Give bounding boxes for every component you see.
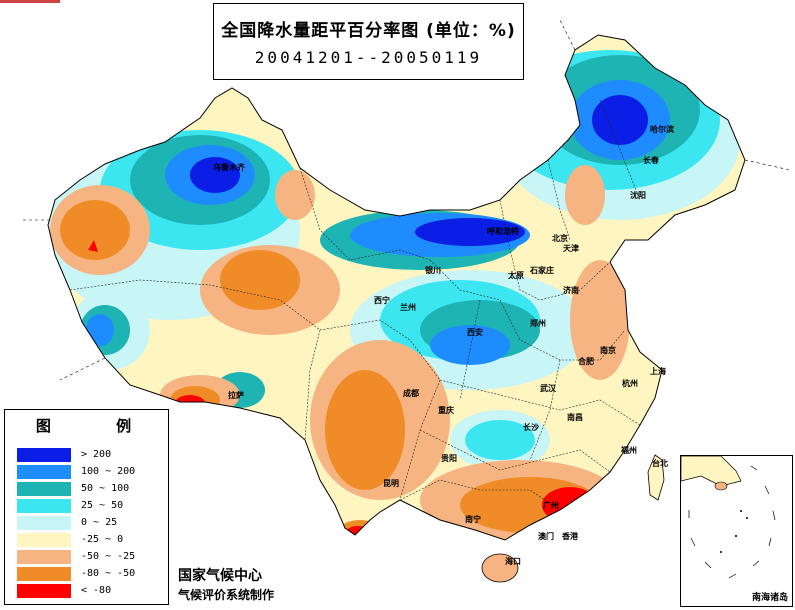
city-label: 重庆 <box>438 406 454 415</box>
legend-row: 25 ~ 50 <box>17 499 167 513</box>
city-label: 乌鲁木齐 <box>213 163 245 172</box>
legend-title: 图 例 <box>35 417 162 435</box>
legend-range-label: > 200 <box>81 449 112 460</box>
legend-row: -50 ~ -25 <box>17 550 167 564</box>
legend-range-label: 50 ~ 100 <box>81 483 130 494</box>
city-label: 贵阳 <box>441 454 457 463</box>
legend-range-label: < -80 <box>81 585 112 596</box>
credit-system: 气候评价系统制作 <box>178 588 275 602</box>
city-label: 沈阳 <box>630 191 646 200</box>
city-label: 西宁 <box>374 296 390 305</box>
city-label: 海口 <box>505 557 521 566</box>
city-label: 天津 <box>563 244 579 253</box>
legend-swatch <box>17 482 71 496</box>
city-label: 澳门 <box>538 532 554 541</box>
map-title: 全国降水量距平百分率图 (单位：%) <box>221 21 516 41</box>
date-range: 20041201--20050119 <box>254 48 483 67</box>
corner-mark <box>0 0 60 3</box>
city-label: 银川 <box>425 266 441 275</box>
legend-range-label: -80 ~ -50 <box>81 568 136 579</box>
city-label: 济南 <box>563 286 579 295</box>
legend-swatch <box>17 516 71 530</box>
inset-map <box>680 455 776 579</box>
title-box: 全国降水量距平百分率图 (单位：%) 20041201--20050119 <box>213 3 524 80</box>
city-label: 哈尔滨 <box>650 125 674 134</box>
city-label: 南宁 <box>465 515 481 524</box>
legend-range-label: 0 ~ 25 <box>81 517 118 528</box>
city-label: 石家庄 <box>530 266 554 275</box>
legend-row: -25 ~ 0 <box>17 533 167 547</box>
legend-range-label: -50 ~ -25 <box>81 551 136 562</box>
city-label: 福州 <box>621 446 637 455</box>
city-label: 杭州 <box>622 379 638 388</box>
south-china-sea-inset: 南海诸岛 <box>680 455 793 607</box>
legend-range-label: 25 ~ 50 <box>81 500 124 511</box>
city-label: 长沙 <box>523 423 539 432</box>
legend-swatch <box>17 567 71 581</box>
city-label: 南昌 <box>567 413 583 422</box>
legend-row: -80 ~ -50 <box>17 567 167 581</box>
legend: 图 例 > 200 100 ~ 200 50 ~ 100 25 ~ 50 0 ~ 25 -… <box>4 409 169 605</box>
city-label: 兰州 <box>400 303 416 312</box>
city-label: 西安 <box>467 328 483 337</box>
city-label: 太原 <box>508 271 524 280</box>
city-label: 香港 <box>562 532 578 541</box>
city-label: 南京 <box>600 346 616 355</box>
city-label: 北京 <box>552 234 568 243</box>
legend-row: < -80 <box>17 584 167 598</box>
city-label: 郑州 <box>530 319 546 328</box>
legend-range-label: -25 ~ 0 <box>81 534 124 545</box>
legend-swatch <box>17 499 71 513</box>
legend-swatch <box>17 550 71 564</box>
legend-swatch <box>17 584 71 598</box>
inset-label: 南海诸岛 <box>751 593 788 603</box>
legend-swatch <box>17 465 71 479</box>
city-label: 上海 <box>650 367 666 376</box>
city-label: 台北 <box>652 459 668 468</box>
credit-org: 国家气候中心 <box>178 568 262 584</box>
city-label: 拉萨 <box>228 391 244 400</box>
city-label: 合肥 <box>578 357 594 366</box>
legend-row: 50 ~ 100 <box>17 482 167 496</box>
city-label: 呼和浩特 <box>487 227 519 236</box>
legend-range-label: 100 ~ 200 <box>81 466 136 477</box>
legend-swatch <box>17 533 71 547</box>
legend-row: 100 ~ 200 <box>17 465 167 479</box>
legend-swatch <box>17 448 71 462</box>
city-label: 武汉 <box>540 384 556 393</box>
city-label: 长春 <box>643 156 659 165</box>
city-label: 广州 <box>543 501 559 510</box>
city-label: 昆明 <box>383 479 399 488</box>
legend-row: > 200 <box>17 448 167 462</box>
legend-row: 0 ~ 25 <box>17 516 167 530</box>
city-label: 成都 <box>403 389 419 398</box>
